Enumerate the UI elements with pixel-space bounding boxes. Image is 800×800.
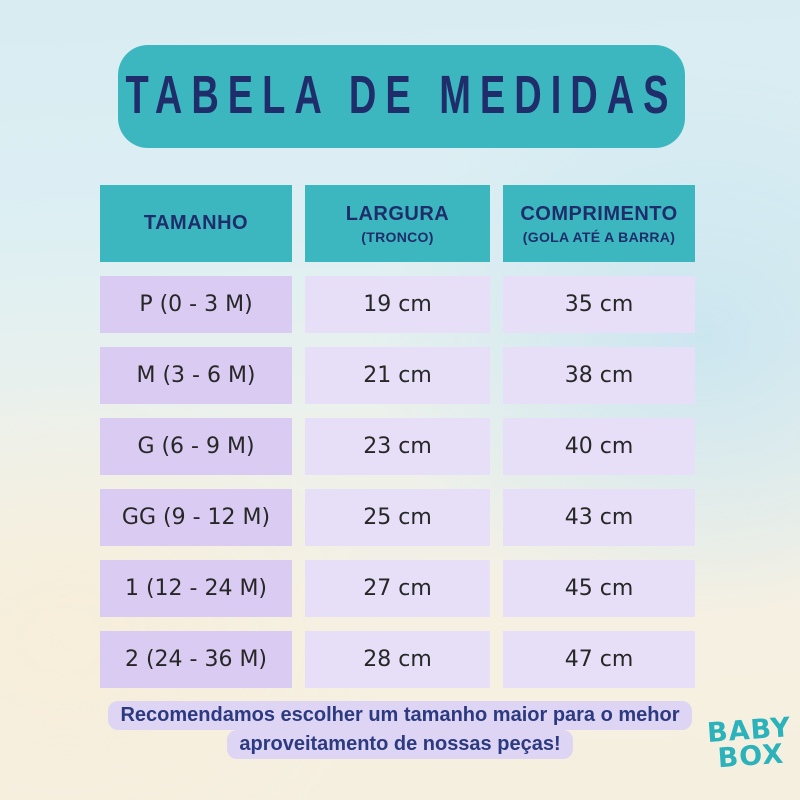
size-cell: P (0 - 3 M) <box>100 276 292 333</box>
largura-cell: 23 cm <box>305 418 490 475</box>
largura-cell: 28 cm <box>305 631 490 688</box>
comprimento-cell: 35 cm <box>503 276 695 333</box>
size-cell: 2 (24 - 36 M) <box>100 631 292 688</box>
comprimento-cell: 43 cm <box>503 489 695 546</box>
size-cell: 1 (12 - 24 M) <box>100 560 292 617</box>
recommendation-note: Recomendamos escolher um tamanho maior p… <box>0 701 800 759</box>
size-cell: M (3 - 6 M) <box>100 347 292 404</box>
comprimento-cell: 47 cm <box>503 631 695 688</box>
header-cell-largura: LARGURA (TRONCO) <box>305 185 490 262</box>
note-line-1: Recomendamos escolher um tamanho maior p… <box>108 701 692 730</box>
comprimento-cell: 45 cm <box>503 560 695 617</box>
header-sublabel: (TRONCO) <box>361 228 434 245</box>
largura-cell: 21 cm <box>305 347 490 404</box>
header-label: LARGURA <box>345 202 450 225</box>
largura-cell: 25 cm <box>305 489 490 546</box>
size-cell: GG (9 - 12 M) <box>100 489 292 546</box>
size-cell: G (6 - 9 M) <box>100 418 292 475</box>
page-title: Tabela de Medidas <box>125 65 678 126</box>
header-label: TAMANHO <box>143 212 249 234</box>
comprimento-cell: 38 cm <box>503 347 695 404</box>
largura-cell: 19 cm <box>305 276 490 333</box>
baby-box-logo: BABY BOX <box>696 712 800 774</box>
title-banner: Tabela de Medidas <box>118 45 685 148</box>
header-cell-comprimento: COMPRIMENTO (GOLA ATÉ A BARRA) <box>503 185 695 262</box>
comprimento-cell: 40 cm <box>503 418 695 475</box>
header-sublabel: (GOLA ATÉ A BARRA) <box>522 228 676 245</box>
header-cell-tamanho: TAMANHO <box>100 185 292 262</box>
note-line-2: aproveitamento de nossas peças! <box>227 730 573 759</box>
size-table: TAMANHO LARGURA (TRONCO) COMPRIMENTO (GO… <box>100 185 695 688</box>
header-label: COMPRIMENTO <box>520 202 678 225</box>
largura-cell: 27 cm <box>305 560 490 617</box>
